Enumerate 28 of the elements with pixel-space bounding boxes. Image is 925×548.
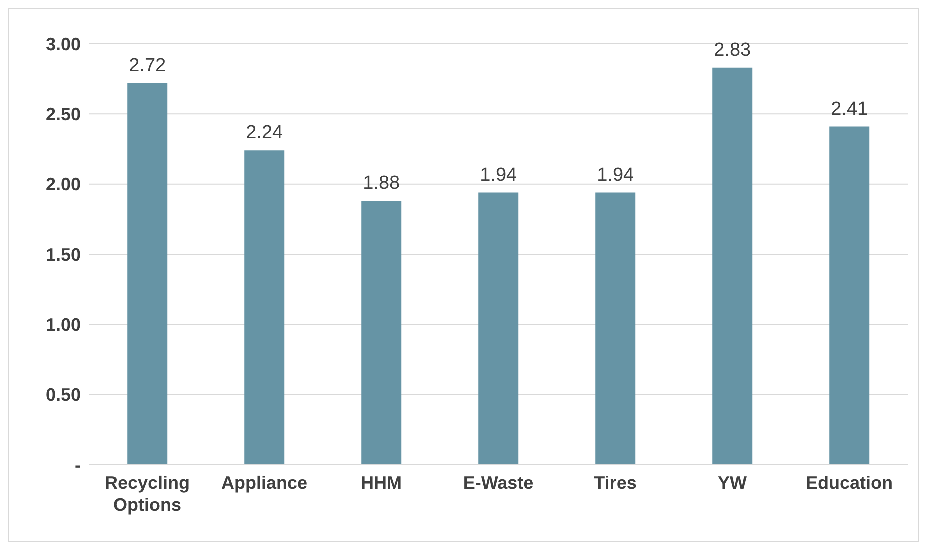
bar [128, 83, 168, 465]
y-tick-label: 1.50 [46, 244, 81, 265]
y-tick-label: 2.00 [46, 174, 81, 195]
data-label: 2.72 [129, 55, 166, 76]
data-label: 2.24 [246, 122, 284, 144]
y-tick-label: - [75, 455, 81, 476]
y-tick-label: 2.50 [46, 104, 81, 125]
data-label: 2.83 [714, 40, 752, 61]
x-tick-label: YW [718, 473, 748, 493]
data-label: 1.88 [363, 173, 400, 194]
x-tick-label: HHM [361, 473, 402, 493]
x-tick-label: Education [806, 473, 894, 493]
y-tick-label: 0.50 [46, 385, 81, 406]
bar [596, 192, 636, 465]
y-tick-label: 3.00 [46, 34, 81, 54]
data-label: 2.41 [831, 98, 868, 120]
bar [362, 201, 402, 465]
bar [244, 150, 285, 465]
bar [830, 126, 870, 465]
bar [712, 68, 753, 465]
bar [478, 192, 519, 465]
x-tick-label: Tires [594, 473, 637, 493]
x-tick-label: Appliance [221, 473, 308, 493]
data-label: 1.94 [597, 164, 635, 186]
data-label: 1.94 [480, 164, 518, 186]
x-tick-label: E-Waste [463, 473, 534, 493]
y-tick-label: 1.00 [46, 315, 81, 336]
x-tick-label: Recycling Options [104, 473, 190, 515]
